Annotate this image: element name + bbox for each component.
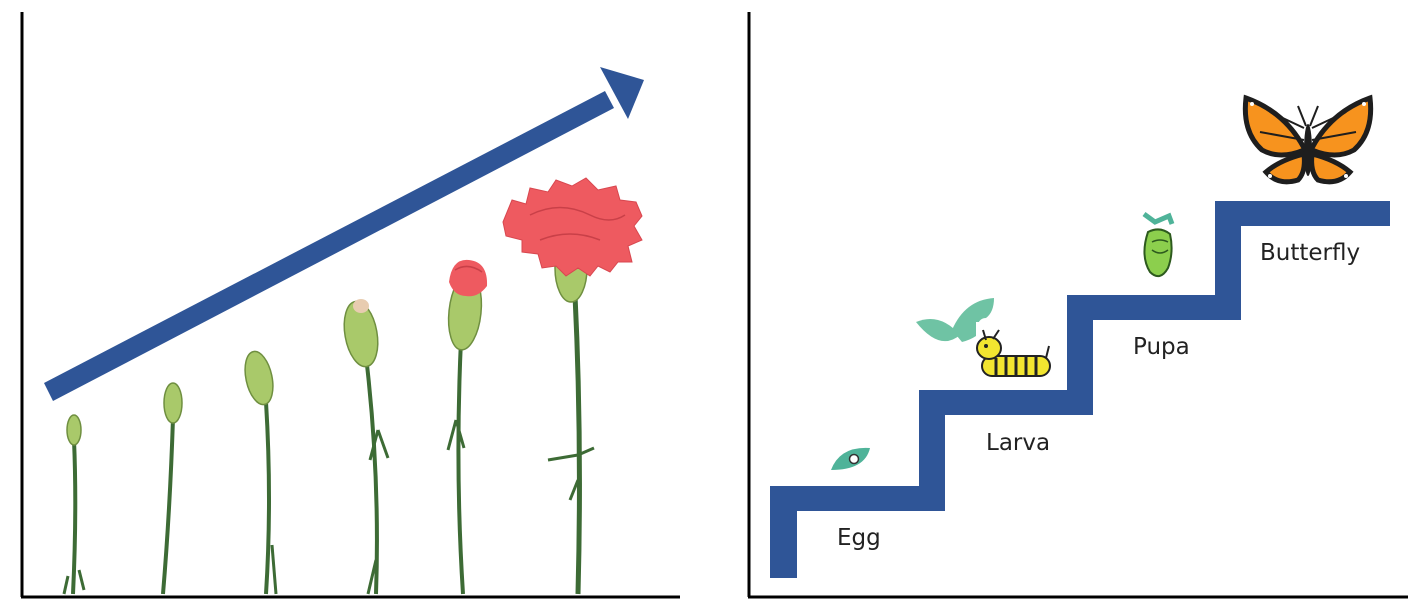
leaf-icon	[916, 298, 994, 342]
butterfly-icon	[1242, 94, 1374, 185]
carnation-stage-5	[446, 259, 488, 595]
carnation-stage-4	[343, 299, 390, 595]
carnation-growth-panel	[0, 0, 700, 605]
stage-label-pupa: Pupa	[1133, 334, 1190, 360]
life-cycle-figure: Egg Larva Pupa Butterfly	[747, 12, 1408, 599]
stage-label-egg: Egg	[837, 525, 881, 551]
growth-arrow	[44, 67, 644, 401]
carnation-stage-6	[502, 177, 643, 595]
carnation-stage-1	[62, 414, 86, 595]
life-cycle-panel: Egg Larva Pupa Butterfly	[740, 0, 1410, 605]
stage-label-butterfly: Butterfly	[1260, 240, 1360, 266]
caterpillar-icon	[976, 322, 1062, 390]
chrysalis-icon	[1142, 211, 1175, 278]
carnation-stage-2	[161, 382, 183, 595]
staircase	[770, 201, 1390, 578]
carnation-growth-figure	[20, 12, 680, 599]
stage-label-larva: Larva	[986, 430, 1050, 456]
egg-icon	[831, 447, 870, 470]
carnation-stage-3	[244, 350, 278, 595]
